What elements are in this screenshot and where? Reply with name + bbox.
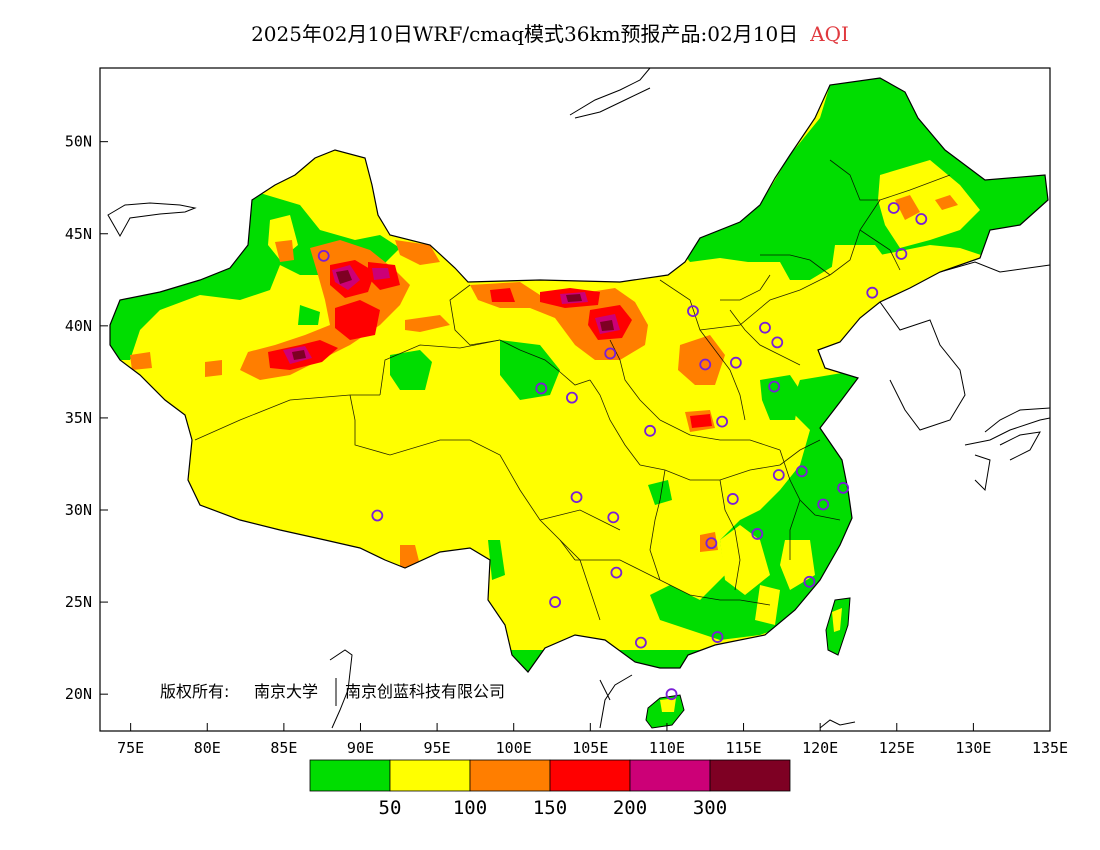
legend-label: 200 xyxy=(613,797,647,819)
legend-label: 300 xyxy=(693,797,727,819)
station-marker xyxy=(687,305,699,318)
station-marker xyxy=(699,358,712,371)
lon-tick-label: 100E xyxy=(496,739,532,757)
station-marker xyxy=(705,537,718,550)
china-outline xyxy=(109,77,1049,673)
station-marker xyxy=(771,336,784,349)
station-marker xyxy=(768,380,781,393)
station-marker xyxy=(317,249,330,262)
aqi-legend: 50 100 150 200 300 xyxy=(309,759,791,819)
station-marker xyxy=(866,286,879,299)
copyright-prefix: 版权所有: xyxy=(160,682,229,701)
station-marker xyxy=(726,493,739,505)
lat-tick-label: 25N xyxy=(65,593,92,611)
foreign-coastlines xyxy=(107,67,1051,729)
title-variable: AQI xyxy=(810,22,849,46)
lon-tick-label: 85E xyxy=(270,739,297,757)
lat-tick-label: 30N xyxy=(65,501,92,519)
lon-tick-label: 75E xyxy=(117,739,144,757)
taiwan-yellow xyxy=(832,608,842,632)
station-marker xyxy=(566,391,578,404)
lon-tick-label: 80E xyxy=(194,739,221,757)
station-marker xyxy=(772,469,785,481)
legend-swatch xyxy=(709,759,791,792)
copyright-org1: 南京大学 xyxy=(254,682,318,701)
title-main: 2025年02月10日WRF/cmaq模式36km预报产品:02月10日 xyxy=(251,22,799,46)
station-marker xyxy=(887,202,900,214)
map-title: 2025年02月10日WRF/cmaq模式36km预报产品:02月10日 AQI xyxy=(0,18,1100,47)
legend-swatch xyxy=(549,759,631,792)
station-marker xyxy=(570,491,583,504)
lat-tick-label: 45N xyxy=(65,225,92,243)
legend-label: 100 xyxy=(453,797,487,819)
hainan-yellow xyxy=(660,698,676,712)
station-marker xyxy=(759,321,771,334)
lon-tick-label: 105E xyxy=(572,739,608,757)
legend-label: 50 xyxy=(379,797,402,819)
lon-tick-label: 130E xyxy=(955,739,991,757)
station-marker xyxy=(895,248,908,260)
station-marker xyxy=(915,213,928,225)
lon-tick-label: 115E xyxy=(725,739,761,757)
lon-tick-label: 90E xyxy=(347,739,374,757)
map-frame xyxy=(99,67,1051,732)
lat-tick-label: 50N xyxy=(65,133,92,151)
station-marker xyxy=(644,424,656,437)
legend-swatch xyxy=(389,759,471,792)
lon-tick-label: 95E xyxy=(424,739,451,757)
lat-tick-label: 35N xyxy=(65,409,92,427)
station-marker xyxy=(634,636,647,649)
legend-swatch xyxy=(629,759,711,792)
station-marker xyxy=(817,498,830,511)
legend-swatch xyxy=(309,759,391,792)
station-marker xyxy=(751,528,764,540)
latitude-axis: 20N 25N 30N 35N 40N 45N 50N xyxy=(65,133,108,703)
station-marker xyxy=(837,481,850,494)
lat-tick-label: 20N xyxy=(65,685,92,703)
lon-tick-label: 110E xyxy=(649,739,685,757)
station-marker xyxy=(716,415,728,428)
lon-tick-label: 125E xyxy=(879,739,915,757)
station-marker xyxy=(610,566,623,579)
copyright-note: 版权所有: 南京大学 南京创蓝科技有限公司 xyxy=(160,678,505,706)
copyright-org2: 南京创蓝科技有限公司 xyxy=(345,682,505,701)
station-marker xyxy=(371,509,384,522)
station-marker xyxy=(549,596,561,608)
legend-swatch xyxy=(469,759,551,792)
station-marker xyxy=(604,347,617,360)
legend-label: 150 xyxy=(533,797,567,819)
station-marker xyxy=(795,465,808,478)
lon-tick-label: 135E xyxy=(1032,739,1068,757)
station-marker xyxy=(607,511,620,524)
lat-tick-label: 40N xyxy=(65,317,92,335)
province-boundaries xyxy=(194,159,951,621)
station-marker xyxy=(803,575,816,588)
station-marker xyxy=(535,382,548,395)
station-markers xyxy=(317,202,928,701)
station-marker xyxy=(665,688,678,701)
lon-tick-label: 120E xyxy=(802,739,838,757)
longitude-axis: 75E 80E 85E 90E 95E 100E 105E 110E 115E 120E 125E 1… xyxy=(117,723,1068,757)
station-marker xyxy=(711,631,724,643)
station-marker xyxy=(729,356,742,369)
